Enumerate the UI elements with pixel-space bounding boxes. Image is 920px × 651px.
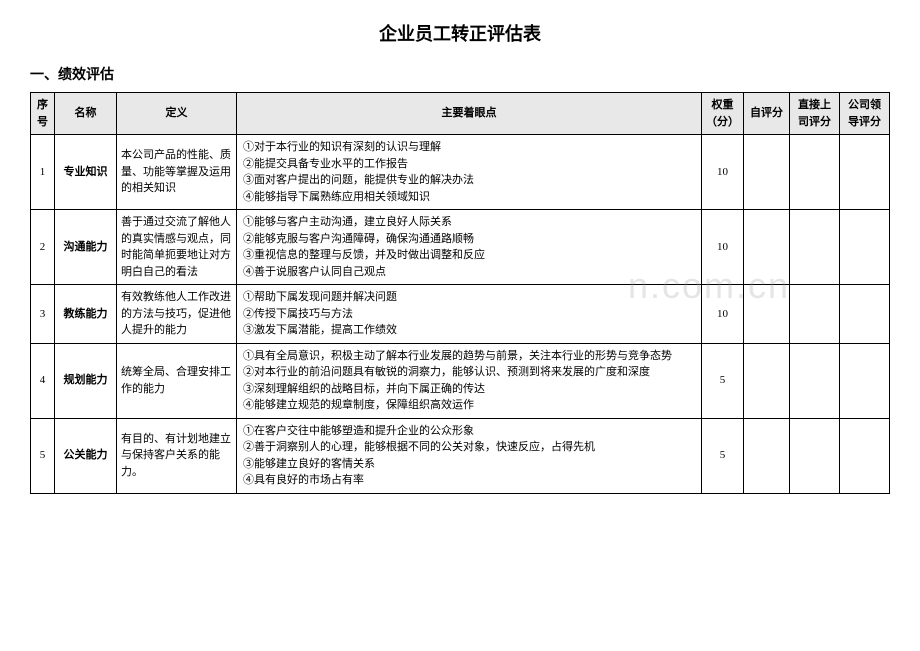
cell-index: 2 [31, 210, 55, 285]
table-row: 3教练能力有效教练他人工作改进的方法与技巧，促进他人提升的能力①帮助下属发现问题… [31, 285, 890, 344]
cell-supervisor-score [790, 285, 840, 344]
header-supervisor: 直接上司评分 [790, 93, 840, 135]
cell-self-score [744, 210, 790, 285]
cell-weight: 5 [702, 343, 744, 418]
header-index: 序号 [31, 93, 55, 135]
cell-points: ①具有全局意识，积极主动了解本行业发展的趋势与前景，关注本行业的形势与竞争态势②… [237, 343, 702, 418]
header-weight: 权重（分） [702, 93, 744, 135]
cell-self-score [744, 343, 790, 418]
cell-definition: 善于通过交流了解他人的真实情感与观点，同时能简单扼要地让对方明白自己的看法 [117, 210, 237, 285]
cell-points: ①能够与客户主动沟通，建立良好人际关系②能够克服与客户沟通障碍，确保沟通通路顺畅… [237, 210, 702, 285]
cell-name: 公关能力 [55, 418, 117, 493]
cell-supervisor-score [790, 135, 840, 210]
table-header: 序号 名称 定义 主要着眼点 权重（分） 自评分 直接上司评分 公司领导评分 [31, 93, 890, 135]
cell-weight: 10 [702, 135, 744, 210]
cell-name: 专业知识 [55, 135, 117, 210]
table-body: 1专业知识本公司产品的性能、质量、功能等掌握及运用的相关知识①对于本行业的知识有… [31, 135, 890, 494]
header-def: 定义 [117, 93, 237, 135]
cell-weight: 10 [702, 210, 744, 285]
cell-supervisor-score [790, 210, 840, 285]
table-row: 2沟通能力善于通过交流了解他人的真实情感与观点，同时能简单扼要地让对方明白自己的… [31, 210, 890, 285]
cell-leader-score [840, 135, 890, 210]
section-title: 一、绩效评估 [30, 64, 890, 84]
cell-self-score [744, 135, 790, 210]
document-title: 企业员工转正评估表 [30, 20, 890, 46]
cell-name: 教练能力 [55, 285, 117, 344]
cell-index: 1 [31, 135, 55, 210]
cell-definition: 有目的、有计划地建立与保持客户关系的能力。 [117, 418, 237, 493]
cell-name: 沟通能力 [55, 210, 117, 285]
header-points: 主要着眼点 [237, 93, 702, 135]
cell-leader-score [840, 210, 890, 285]
cell-leader-score [840, 418, 890, 493]
cell-weight: 10 [702, 285, 744, 344]
cell-self-score [744, 418, 790, 493]
header-self: 自评分 [744, 93, 790, 135]
table-row: 4规划能力统筹全局、合理安排工作的能力①具有全局意识，积极主动了解本行业发展的趋… [31, 343, 890, 418]
cell-definition: 有效教练他人工作改进的方法与技巧，促进他人提升的能力 [117, 285, 237, 344]
cell-leader-score [840, 343, 890, 418]
cell-points: ①在客户交往中能够塑造和提升企业的公众形象②善于洞察别人的心理，能够根据不同的公… [237, 418, 702, 493]
cell-index: 4 [31, 343, 55, 418]
cell-supervisor-score [790, 418, 840, 493]
cell-weight: 5 [702, 418, 744, 493]
evaluation-table: 序号 名称 定义 主要着眼点 权重（分） 自评分 直接上司评分 公司领导评分 1… [30, 92, 890, 494]
header-leader: 公司领导评分 [840, 93, 890, 135]
header-name: 名称 [55, 93, 117, 135]
table-row: 1专业知识本公司产品的性能、质量、功能等掌握及运用的相关知识①对于本行业的知识有… [31, 135, 890, 210]
cell-self-score [744, 285, 790, 344]
cell-points: ①对于本行业的知识有深刻的认识与理解②能提交具备专业水平的工作报告③面对客户提出… [237, 135, 702, 210]
cell-definition: 本公司产品的性能、质量、功能等掌握及运用的相关知识 [117, 135, 237, 210]
cell-leader-score [840, 285, 890, 344]
cell-definition: 统筹全局、合理安排工作的能力 [117, 343, 237, 418]
cell-points: ①帮助下属发现问题并解决问题②传授下属技巧与方法③激发下属潜能，提高工作绩效 [237, 285, 702, 344]
cell-name: 规划能力 [55, 343, 117, 418]
cell-index: 5 [31, 418, 55, 493]
cell-supervisor-score [790, 343, 840, 418]
cell-index: 3 [31, 285, 55, 344]
table-row: 5公关能力有目的、有计划地建立与保持客户关系的能力。①在客户交往中能够塑造和提升… [31, 418, 890, 493]
